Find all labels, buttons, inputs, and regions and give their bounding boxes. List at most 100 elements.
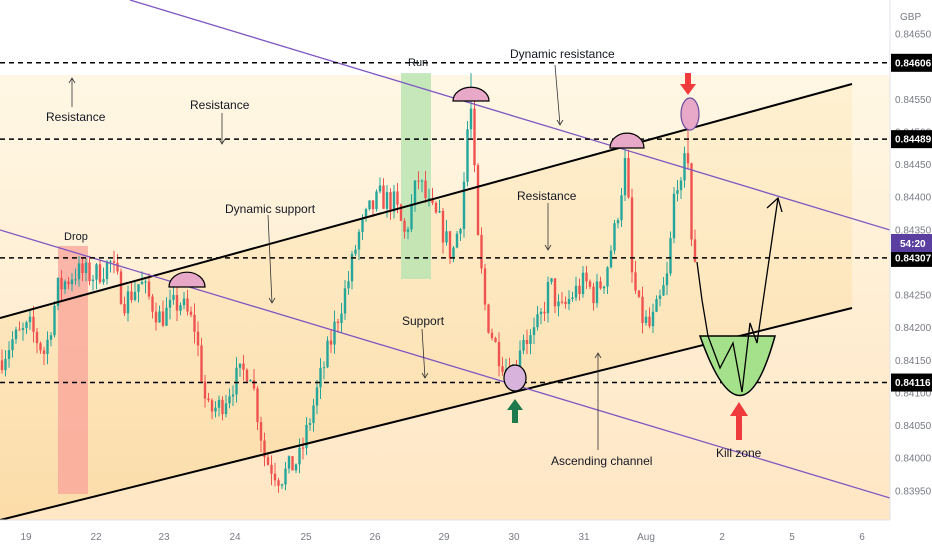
candle-body [473,108,476,166]
candle-body [175,295,179,311]
price-tick-label: 0.84150 [895,356,932,367]
dynamic-resistance-line [129,0,891,231]
candle-body [616,220,620,224]
candle-body [424,180,427,199]
candle-body [294,464,298,471]
candle-body [655,298,658,312]
candle-body [196,331,200,346]
candle-body [410,203,413,230]
candle-body [630,197,634,273]
candle-body [455,233,459,248]
candle-body [35,331,39,344]
candle-body [102,279,105,283]
candle-body [182,298,186,306]
candle-body [137,284,140,292]
candle-body [119,271,123,304]
price-tick-label: 0.84050 [895,421,932,432]
candle-body [210,400,214,412]
time-tick-label: 5 [789,532,795,543]
candle-body [123,303,126,314]
annotation-label: Dynamic resistance [510,47,615,61]
top-touch-marker [680,97,700,131]
candle-body [298,447,301,465]
candle-body [77,263,81,280]
price-level-tag [891,248,932,267]
candle-body [42,350,46,354]
time-tick-label: 26 [369,532,381,543]
time-tick-label: 30 [508,532,520,543]
price-level-tag-label: 0.84606 [895,58,932,69]
candle-body [147,281,151,297]
candle-body [483,268,487,305]
candle-body [235,367,238,395]
candle-body [371,200,375,210]
price-tick-label: 0.84200 [895,323,932,334]
candle-body [452,247,455,259]
candle-body [263,440,266,458]
candle-body [189,311,193,315]
candle-body [98,264,102,283]
candle-body [74,279,77,281]
annotation-leader-head [544,244,552,251]
candle-body [217,399,221,408]
candle-body [396,191,399,205]
candle-body [529,335,532,344]
candle-body [399,204,403,221]
candle-body [25,322,28,328]
candle-body [95,264,98,280]
candle-body [427,197,431,199]
price-tick-label: 0.84000 [895,454,932,465]
price-level-tag-label: 0.84307 [895,253,932,264]
resistance-touch-marker [452,86,490,102]
candle-body [88,262,91,282]
candle-body [413,180,417,204]
price-level-tag-label: 0.84116 [895,378,931,389]
candle-body [0,360,4,371]
candle-body [214,407,217,412]
dynamic-support-line [0,229,891,499]
price-tick-label: 0.84650 [895,30,932,41]
price-tick-label: 0.84350 [895,225,932,236]
price-level-tag-label: 0.84489 [895,135,932,146]
candle-body [109,261,112,263]
candle-body [651,311,655,327]
annotation-label: Kill zone [716,446,762,460]
candle-body [560,301,564,303]
candle-body [669,238,672,274]
candle-body [312,405,315,424]
candle-body [679,180,683,191]
candle-body [648,316,651,327]
price-axis-background [890,0,932,550]
time-tick-label: 24 [229,532,241,543]
candle-body [193,314,196,332]
candle-body [186,298,189,312]
candle-body [525,339,529,344]
candle-body [158,311,161,323]
candle-body [350,254,354,282]
candle-body [357,231,361,250]
candle-body [343,288,347,314]
candle-body [662,285,665,296]
time-tick-label: 31 [578,532,590,543]
candle-body [567,298,571,305]
candle-body [543,311,546,314]
candle-body [574,285,578,298]
currency-label: GBP [900,12,921,23]
candle-body [130,291,133,300]
annotation-label: Ascending channel [551,454,652,468]
candle-body [532,327,536,336]
candle-body [4,358,7,371]
candle-body [658,295,662,299]
candle-body [539,311,543,315]
price-tick-label: 0.84250 [895,291,932,302]
candle-body [168,299,172,308]
candle-body [693,239,697,262]
candle-body [336,321,340,323]
candle-body [56,277,60,306]
candle-body [592,286,595,304]
candle-body [550,278,553,282]
candle-body [595,281,599,304]
candle-body [375,191,378,210]
candle-body [431,197,434,203]
